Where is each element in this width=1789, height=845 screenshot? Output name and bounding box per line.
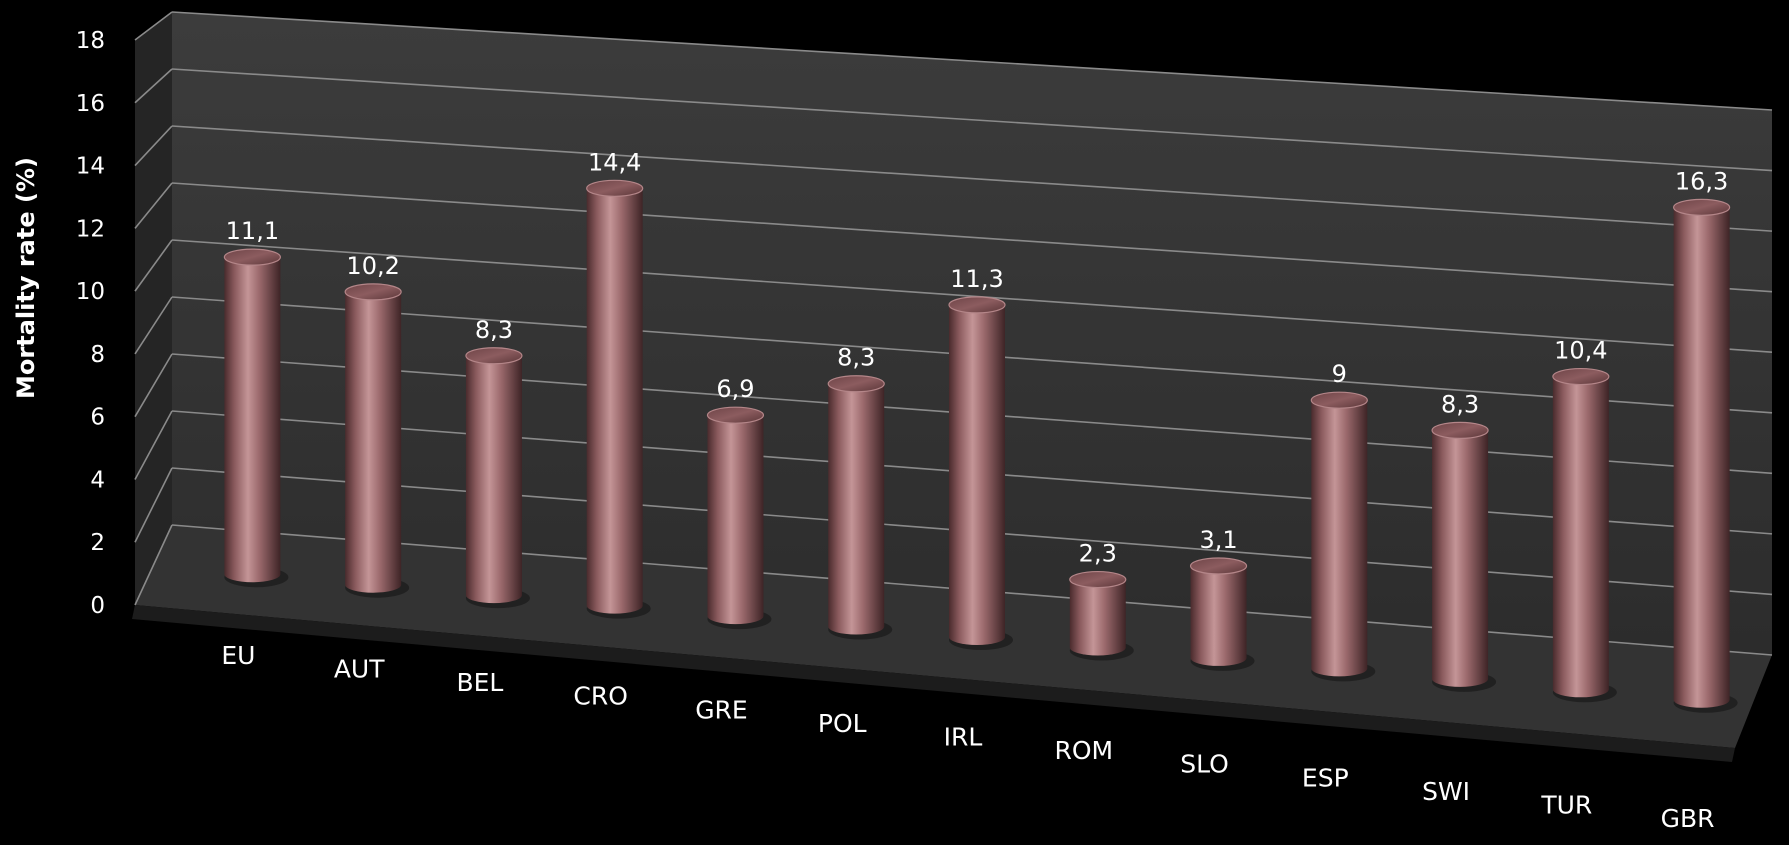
chart-side-wall — [135, 12, 172, 605]
value-label-rom: 2,3 — [1079, 540, 1117, 568]
y-axis-ticks: 0 2 4 6 8 10 12 14 16 18 — [76, 28, 105, 619]
x-tick-label-gbr: GBR — [1661, 804, 1715, 833]
bar-esp — [1310, 391, 1376, 682]
gridline-side-10 — [134, 239, 173, 292]
bar-body — [465, 355, 522, 604]
gridline-side-6 — [134, 353, 173, 418]
value-label-gre: 6,9 — [716, 375, 754, 403]
bar-cap — [1673, 198, 1731, 216]
bar-body — [707, 415, 764, 625]
value-label-irl: 11,3 — [950, 265, 1003, 293]
x-tick-label-swi: SWI — [1422, 777, 1470, 806]
value-label-slo: 3,1 — [1199, 526, 1237, 554]
x-axis-categories: EU AUT BEL CRO GRE POL IRL ROM SLO ESP SWI TUR GBR — [221, 641, 1714, 833]
value-label-esp: 9 — [1332, 360, 1347, 388]
gridline-side-18 — [134, 11, 173, 41]
bar-cap — [344, 283, 402, 301]
bar-eu — [223, 248, 289, 588]
y-tick-label: 18 — [76, 28, 105, 54]
bar-cap — [1431, 421, 1489, 439]
bar-cap — [1310, 391, 1368, 409]
bar-cap — [948, 296, 1006, 314]
bar-slo — [1189, 557, 1255, 671]
bar-body — [1552, 376, 1609, 698]
bar-cap — [1069, 570, 1127, 589]
bar-body — [224, 257, 281, 583]
bar-cap — [223, 248, 281, 266]
gridline-14 — [171, 125, 1773, 232]
value-label-swi: 8,3 — [1441, 390, 1479, 418]
bar-cap — [586, 179, 644, 197]
gridline-side-2 — [134, 467, 173, 543]
bar-bel — [465, 347, 530, 609]
gridline-side-14 — [134, 125, 173, 167]
gridline-side-12 — [134, 182, 173, 229]
gridline-18 — [171, 11, 1773, 111]
value-label-tur: 10,4 — [1554, 337, 1607, 365]
bar-rom — [1069, 570, 1134, 661]
bar-swi — [1431, 421, 1497, 692]
bar-gbr — [1673, 198, 1738, 713]
bar-cap — [706, 406, 765, 424]
value-label-bel: 8,3 — [475, 316, 513, 344]
x-tick-label-bel: BEL — [456, 668, 503, 697]
bar-body — [1190, 565, 1247, 666]
chart-floor-edge — [132, 605, 1735, 762]
gridline-10 — [171, 239, 1773, 354]
bar-body — [586, 188, 643, 614]
bar-aut — [344, 283, 410, 598]
bar-body — [949, 304, 1005, 645]
bar-tur — [1552, 367, 1617, 703]
gridline-side-8 — [134, 296, 173, 355]
bar-body — [1432, 430, 1489, 687]
x-tick-label-cro: CRO — [573, 682, 628, 711]
value-label-pol: 8,3 — [837, 344, 875, 372]
bar-irl — [948, 296, 1013, 650]
y-tick-label: 12 — [76, 216, 105, 242]
gridline-side-16 — [134, 68, 173, 104]
value-label-cro: 14,4 — [588, 148, 641, 176]
x-tick-label-tur: TUR — [1540, 791, 1592, 820]
bar-body — [828, 383, 885, 635]
gridline-side-0 — [134, 524, 173, 606]
bar-cap — [827, 375, 885, 393]
y-axis-title: Mortality rate (%) — [12, 157, 40, 399]
y-tick-label: 16 — [76, 91, 105, 117]
value-label-gbr: 16,3 — [1675, 167, 1728, 195]
value-labels: 11,1 10,2 8,3 14,4 6,9 8,3 11,3 2,3 3,1 9 8,3 10,4 1… — [226, 148, 1729, 567]
y-tick-label: 2 — [90, 530, 105, 556]
bars — [223, 179, 1738, 713]
x-tick-label-eu: EU — [221, 641, 255, 670]
bar-body — [345, 291, 402, 593]
y-tick-label: 8 — [90, 342, 105, 368]
x-tick-label-gre: GRE — [695, 695, 748, 724]
y-tick-label: 0 — [90, 593, 105, 619]
bar-pol — [827, 375, 893, 640]
value-label-aut: 10,2 — [346, 252, 399, 280]
bar-body — [1311, 400, 1368, 677]
gridline-16 — [171, 68, 1773, 172]
y-tick-label: 14 — [76, 154, 105, 180]
gridline-12 — [171, 182, 1773, 293]
y-tick-label: 10 — [76, 279, 105, 305]
bar-cro — [586, 179, 651, 619]
x-tick-label-pol: POL — [818, 709, 867, 738]
bar-cap — [1189, 557, 1248, 575]
bar-cap — [1552, 367, 1610, 386]
x-tick-label-slo: SLO — [1180, 750, 1229, 779]
bar-body — [1069, 579, 1126, 656]
bar-body — [1673, 207, 1730, 708]
x-tick-label-irl: IRL — [944, 723, 983, 752]
x-tick-label-aut: AUT — [334, 654, 385, 683]
y-tick-label: 4 — [90, 467, 105, 493]
x-tick-label-esp: ESP — [1302, 763, 1349, 792]
y-tick-label: 6 — [90, 405, 105, 431]
value-label-eu: 11,1 — [226, 217, 279, 245]
bar-gre — [706, 406, 772, 630]
gridline-side-4 — [134, 410, 173, 480]
x-tick-label-rom: ROM — [1054, 736, 1113, 765]
bar-cap — [465, 347, 523, 365]
